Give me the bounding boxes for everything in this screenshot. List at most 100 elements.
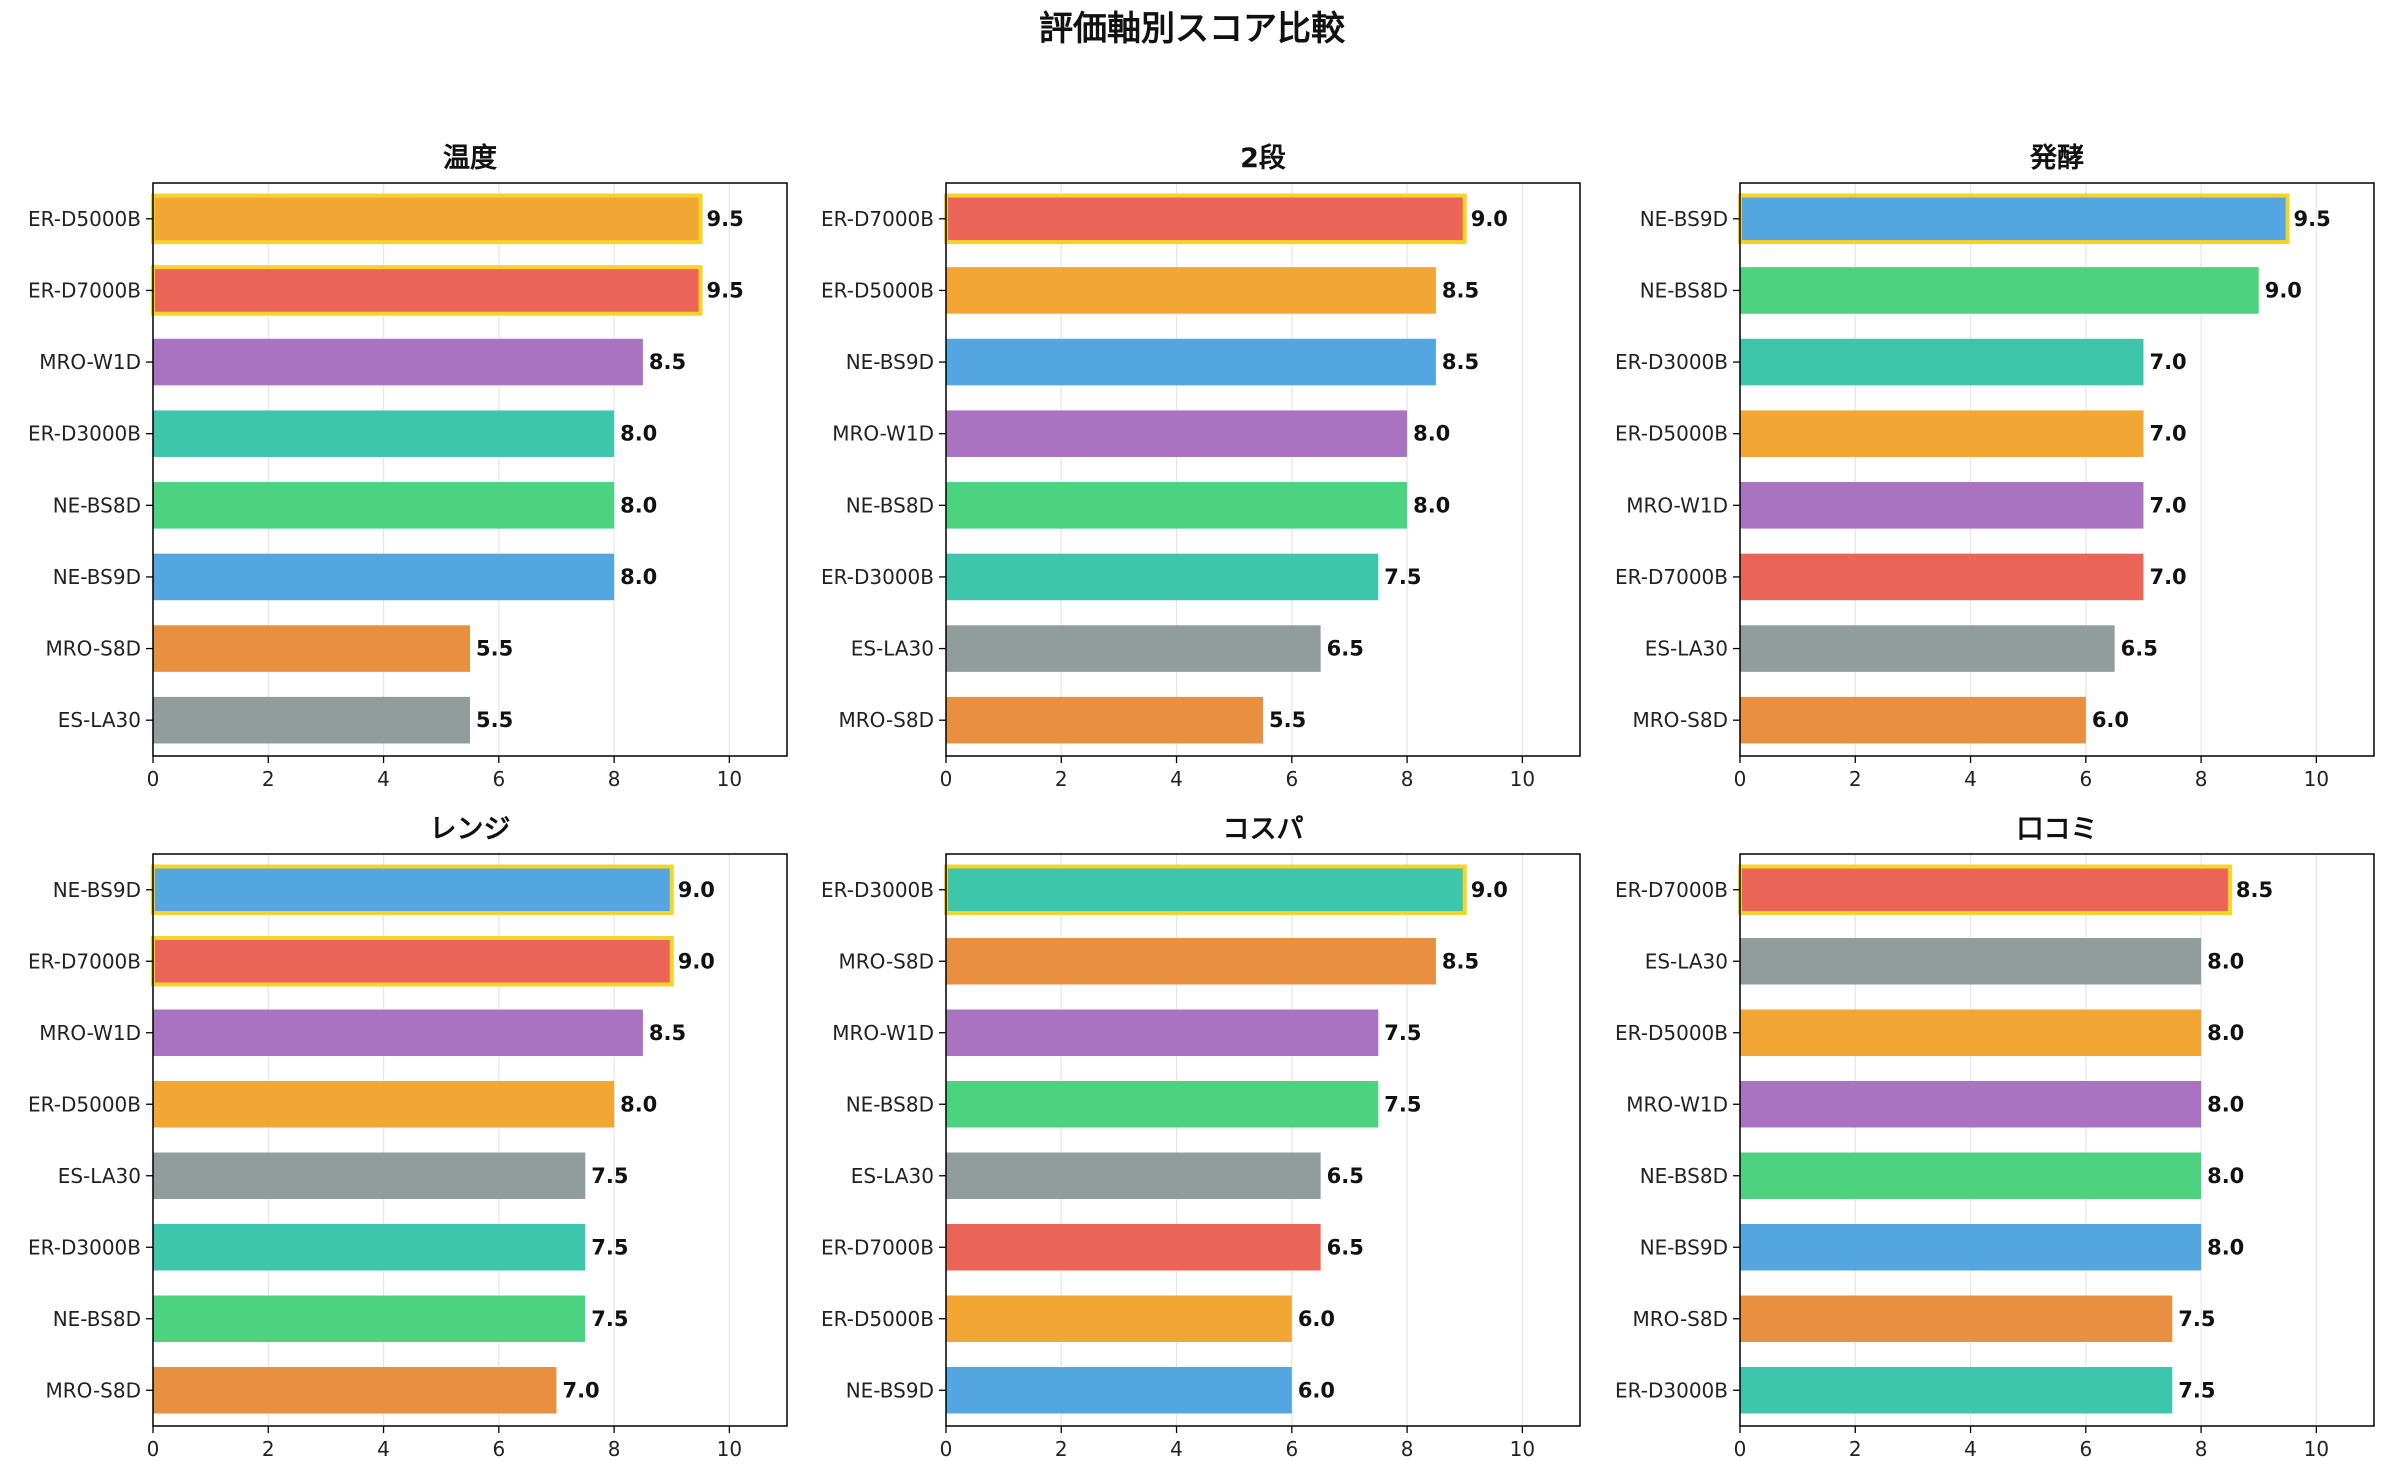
y-tick-label: MRO-W1D	[39, 350, 141, 374]
axes-frame	[1739, 853, 2375, 1427]
subplot-6: 8.5 ER-D7000B 8.0 ES-LA30 8.0 ER-D5000B 8.0 MRO…	[1615, 814, 2375, 1461]
y-tick-label: ER-D5000B	[1615, 422, 1728, 446]
y-tick-label: NE-BS8D	[846, 1092, 934, 1116]
bar-er-d7000b	[1738, 864, 2232, 915]
data-label: 7.0	[562, 1378, 599, 1402]
bar-er-d5000b	[151, 193, 703, 245]
y-tick-label: MRO-S8D	[46, 637, 142, 661]
data-label: 8.0	[620, 1092, 657, 1116]
figure-title: 評価軸別スコア比較	[1039, 9, 1346, 49]
x-tick-label: 4	[1170, 767, 1183, 791]
data-label: 6.5	[1327, 637, 1364, 661]
data-label: 8.0	[2207, 949, 2244, 973]
x-tick-label: 6	[2079, 767, 2092, 791]
data-label: 7.5	[591, 1307, 628, 1331]
bar-mro-w1d	[153, 1009, 643, 1056]
subplot-title: コスパ	[1223, 814, 1304, 845]
data-label: 9.0	[1471, 878, 1508, 902]
data-label: 6.0	[2092, 708, 2129, 732]
data-label: 8.0	[620, 493, 657, 517]
bar-ne-bs9d	[151, 864, 674, 915]
x-tick-label: 0	[1734, 1437, 1747, 1461]
y-tick-label: ER-D7000B	[1615, 565, 1728, 589]
x-tick-label: 4	[1964, 1437, 1977, 1461]
data-label: 9.0	[1471, 207, 1508, 231]
bar-er-d7000b	[946, 1224, 1321, 1271]
y-tick-label: ER-D3000B	[1615, 350, 1728, 374]
y-tick-label: ER-D7000B	[821, 207, 934, 231]
data-label: 8.0	[1413, 422, 1450, 446]
x-tick-label: 8	[1401, 1437, 1414, 1461]
bar-mro-w1d	[946, 410, 1408, 457]
data-label: 8.0	[620, 565, 657, 589]
x-tick-label: 4	[377, 1437, 390, 1461]
axes-frame	[945, 182, 1581, 757]
data-label: 9.5	[2294, 207, 2331, 231]
axes-frame	[1739, 182, 2375, 757]
y-tick-label: ER-D7000B	[1615, 878, 1728, 902]
bar-es-la30	[946, 625, 1321, 672]
data-label: 8.5	[649, 350, 686, 374]
x-tick-label: 2	[1055, 767, 1068, 791]
data-label: 8.5	[1442, 278, 1479, 302]
data-label: 7.0	[2149, 565, 2186, 589]
data-label: 9.0	[678, 949, 715, 973]
subplot-title: 温度	[443, 142, 497, 174]
y-tick-label: MRO-S8D	[839, 708, 935, 732]
y-tick-label: NE-BS9D	[53, 878, 141, 902]
bar-er-d7000b	[151, 265, 703, 316]
data-label: 7.5	[1384, 1021, 1421, 1045]
x-tick-label: 6	[1285, 1437, 1298, 1461]
y-tick-label: NE-BS8D	[1640, 1164, 1728, 1188]
x-tick-label: 2	[1055, 1437, 1068, 1461]
data-label: 5.5	[476, 708, 513, 732]
bar-ne-bs8d	[946, 482, 1408, 529]
y-tick-label: NE-BS8D	[1640, 278, 1728, 302]
data-label: 6.0	[1298, 1307, 1335, 1331]
y-tick-label: ES-LA30	[1645, 949, 1728, 973]
x-tick-label: 2	[262, 767, 275, 791]
bar-er-d3000b	[944, 864, 1467, 915]
y-tick-label: ER-D5000B	[28, 207, 141, 231]
bar-mro-w1d	[946, 1009, 1379, 1056]
y-tick-label: MRO-W1D	[1626, 493, 1728, 517]
data-label: 9.5	[707, 278, 744, 302]
y-tick-label: NE-BS9D	[846, 350, 934, 374]
bar-mro-w1d	[1740, 1081, 2202, 1128]
y-tick-label: NE-BS9D	[1640, 207, 1728, 231]
bar-ne-bs8d	[1740, 1152, 2202, 1199]
data-label: 8.0	[2207, 1092, 2244, 1116]
data-label: 7.0	[2149, 350, 2186, 374]
y-tick-label: NE-BS9D	[53, 565, 141, 589]
y-tick-label: ES-LA30	[851, 1164, 934, 1188]
data-label: 8.5	[649, 1021, 686, 1045]
bar-es-la30	[153, 696, 470, 744]
bar-ne-bs9d	[946, 338, 1436, 386]
y-tick-label: MRO-W1D	[832, 422, 934, 446]
data-label: 6.5	[2121, 637, 2158, 661]
subplot-2: 9.0 ER-D7000B 8.5 ER-D5000B 8.5 NE-BS9D 8.0 MRO…	[821, 143, 1581, 791]
y-tick-label: ES-LA30	[58, 1164, 141, 1188]
axes-frame	[152, 182, 788, 757]
data-label: 7.5	[591, 1235, 628, 1259]
bar-ne-bs9d	[1740, 1224, 2202, 1271]
data-label: 8.0	[1413, 493, 1450, 517]
y-tick-label: ES-LA30	[1645, 637, 1728, 661]
data-label: 6.0	[1298, 1378, 1335, 1402]
y-tick-label: ER-D3000B	[821, 878, 934, 902]
x-tick-label: 10	[2304, 1437, 2329, 1461]
bar-mro-w1d	[1740, 482, 2144, 529]
y-tick-label: ER-D7000B	[28, 278, 141, 302]
x-tick-label: 2	[262, 1437, 275, 1461]
bar-ne-bs8d	[1740, 267, 2259, 314]
bar-er-d7000b	[1740, 553, 2144, 601]
data-label: 5.5	[1269, 708, 1306, 732]
subplot-title: 口コミ	[2017, 814, 2098, 845]
data-label: 7.0	[2149, 493, 2186, 517]
x-tick-label: 8	[2195, 1437, 2208, 1461]
y-tick-label: ER-D3000B	[821, 565, 934, 589]
bar-mro-s8d	[1740, 1295, 2173, 1342]
bar-er-d3000b	[1740, 1367, 2173, 1414]
bar-er-d5000b	[153, 1081, 615, 1128]
